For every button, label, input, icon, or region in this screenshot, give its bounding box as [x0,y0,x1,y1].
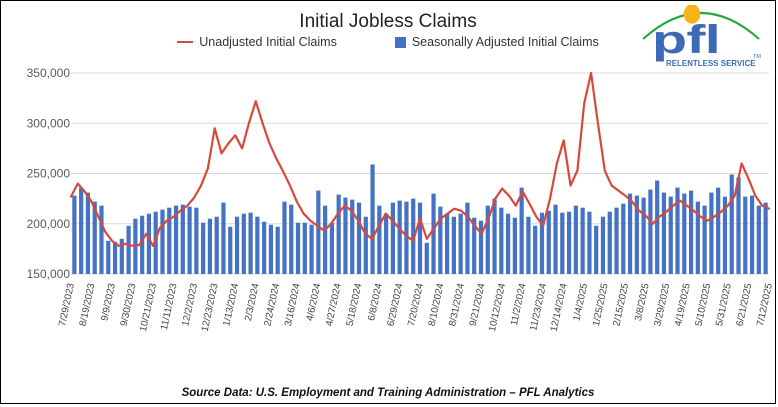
svg-text:8/31/2024: 8/31/2024 [447,282,467,327]
svg-text:11/23/2024: 11/23/2024 [528,282,549,332]
svg-text:9/21/2024: 9/21/2024 [468,282,488,327]
svg-text:3/8/2025: 3/8/2025 [633,282,652,322]
svg-text:11/2/2024: 11/2/2024 [509,282,529,327]
svg-text:2/24/2024: 2/24/2024 [262,282,282,327]
svg-text:5/10/2025: 5/10/2025 [694,282,714,327]
svg-text:5/18/2024: 5/18/2024 [345,282,365,327]
svg-text:3/29/2025: 3/29/2025 [652,282,672,327]
svg-text:12/14/2024: 12/14/2024 [549,282,570,333]
svg-text:7/12/2025: 7/12/2025 [755,282,775,327]
svg-text:7/29/2023: 7/29/2023 [57,282,77,327]
svg-text:150,000: 150,000 [27,267,71,281]
svg-text:1/25/2025: 1/25/2025 [591,282,611,327]
svg-text:12/23/2023: 12/23/2023 [200,282,221,333]
svg-text:8/10/2024: 8/10/2024 [427,282,447,327]
svg-text:10/21/2023: 10/21/2023 [138,282,159,333]
svg-text:10/12/2024: 10/12/2024 [487,282,508,333]
svg-text:9/9/2023: 9/9/2023 [99,282,118,322]
svg-text:2/3/2024: 2/3/2024 [243,282,262,322]
svg-text:250,000: 250,000 [27,167,71,181]
svg-text:2/15/2025: 2/15/2025 [611,282,631,327]
svg-text:8/19/2023: 8/19/2023 [78,282,98,327]
svg-text:4/6/2024: 4/6/2024 [305,282,324,322]
svg-text:5/31/2025: 5/31/2025 [714,282,734,327]
svg-text:4/19/2025: 4/19/2025 [673,282,693,327]
svg-text:6/29/2024: 6/29/2024 [386,282,406,327]
svg-text:6/21/2025: 6/21/2025 [735,282,755,327]
svg-text:9/30/2023: 9/30/2023 [119,282,139,327]
svg-text:350,000: 350,000 [27,66,71,80]
svg-text:3/16/2024: 3/16/2024 [283,282,303,327]
svg-text:200,000: 200,000 [27,217,71,231]
svg-text:7/20/2024: 7/20/2024 [406,282,426,327]
svg-text:300,000: 300,000 [27,116,71,130]
svg-text:1/13/2024: 1/13/2024 [221,282,241,327]
svg-text:1/4/2025: 1/4/2025 [571,282,590,322]
svg-text:12/2/2023: 12/2/2023 [180,282,200,327]
svg-text:11/11/2023: 11/11/2023 [159,282,180,331]
svg-text:4/27/2024: 4/27/2024 [324,282,344,327]
svg-text:6/8/2024: 6/8/2024 [366,282,385,322]
